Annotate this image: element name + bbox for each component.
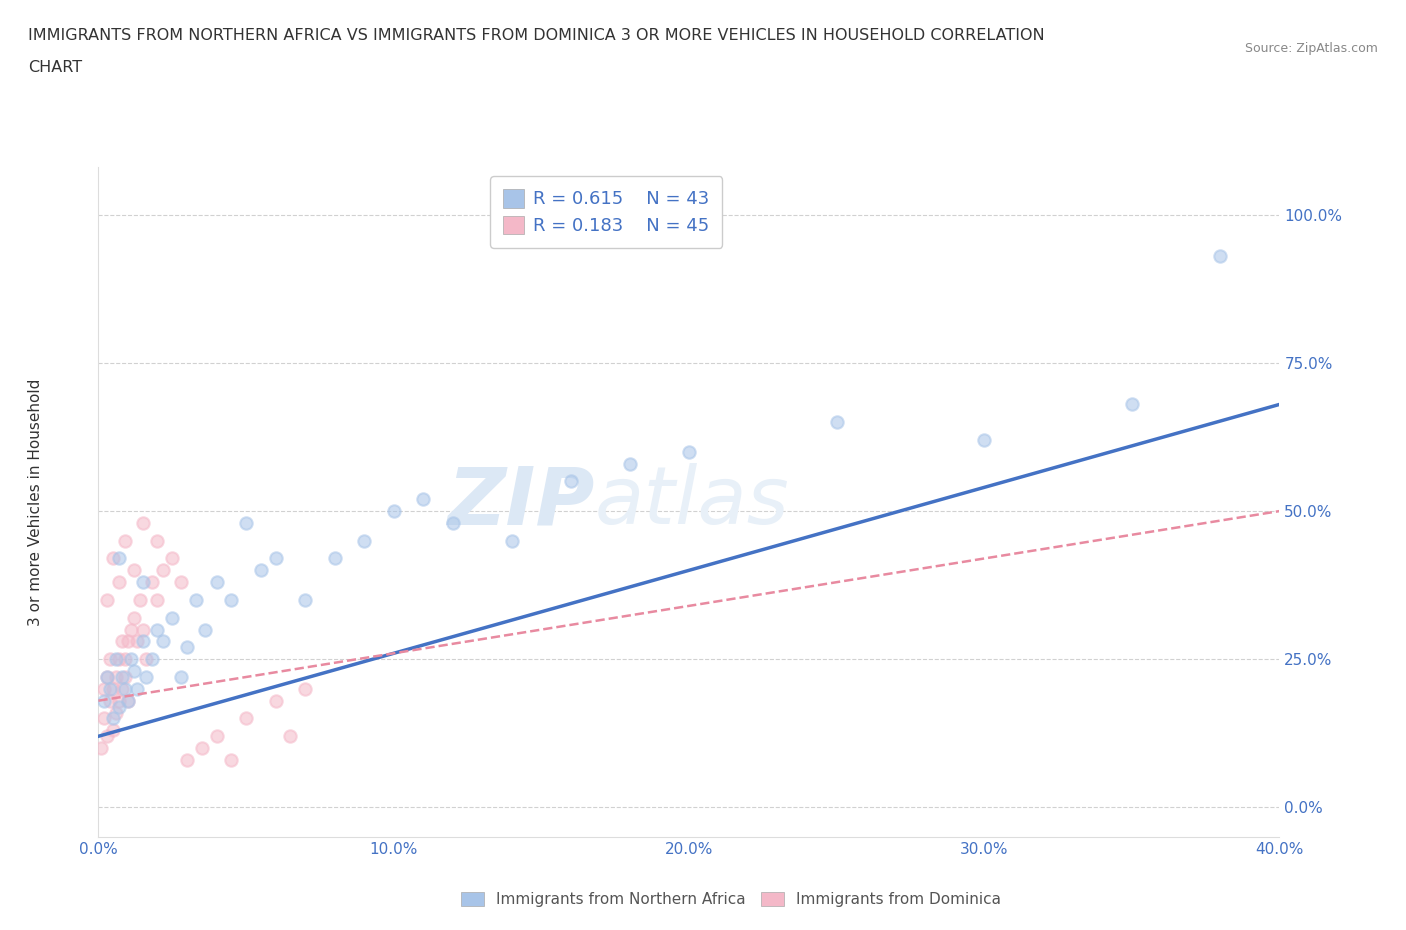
Text: Source: ZipAtlas.com: Source: ZipAtlas.com — [1244, 42, 1378, 55]
Point — [170, 670, 193, 684]
Point — [184, 592, 207, 607]
Point — [103, 711, 125, 726]
Point — [108, 652, 131, 667]
Point — [825, 415, 848, 430]
Point — [146, 533, 169, 548]
Point — [90, 740, 112, 755]
Point — [560, 474, 582, 489]
Point — [122, 563, 145, 578]
Point — [98, 693, 121, 708]
Point — [170, 575, 193, 590]
Point — [120, 622, 142, 637]
Point — [382, 504, 405, 519]
Point — [98, 652, 121, 667]
Point — [152, 634, 174, 649]
Point — [205, 575, 228, 590]
Point — [103, 723, 125, 737]
Point — [194, 622, 217, 637]
Point — [132, 515, 155, 530]
Point — [353, 533, 375, 548]
Text: 3 or more Vehicles in Household: 3 or more Vehicles in Household — [28, 379, 42, 626]
Point — [96, 592, 118, 607]
Point — [120, 652, 142, 667]
Point — [108, 575, 131, 590]
Point — [108, 699, 131, 714]
Point — [219, 752, 242, 767]
Point — [108, 693, 131, 708]
Point — [103, 682, 125, 697]
Point — [105, 670, 128, 684]
Point — [135, 670, 157, 684]
Point — [125, 634, 148, 649]
Point — [619, 457, 641, 472]
Point — [114, 652, 136, 667]
Point — [141, 575, 163, 590]
Point — [93, 711, 115, 726]
Point — [132, 575, 155, 590]
Point — [132, 622, 155, 637]
Point — [96, 670, 118, 684]
Point — [176, 752, 198, 767]
Text: ZIP: ZIP — [447, 463, 595, 541]
Point — [132, 634, 155, 649]
Point — [117, 693, 139, 708]
Text: IMMIGRANTS FROM NORTHERN AFRICA VS IMMIGRANTS FROM DOMINICA 3 OR MORE VEHICLES I: IMMIGRANTS FROM NORTHERN AFRICA VS IMMIG… — [28, 28, 1045, 43]
Point — [108, 551, 131, 566]
Point — [294, 592, 316, 607]
Point — [93, 682, 115, 697]
Point — [96, 670, 118, 684]
Point — [235, 711, 257, 726]
Legend: Immigrants from Northern Africa, Immigrants from Dominica: Immigrants from Northern Africa, Immigra… — [456, 885, 1007, 913]
Point — [117, 634, 139, 649]
Point — [264, 693, 287, 708]
Point — [250, 563, 273, 578]
Point — [93, 693, 115, 708]
Point — [162, 551, 183, 566]
Point — [114, 533, 136, 548]
Point — [146, 592, 169, 607]
Point — [678, 445, 700, 459]
Point — [152, 563, 174, 578]
Point — [146, 622, 169, 637]
Point — [141, 652, 163, 667]
Point — [135, 652, 157, 667]
Text: CHART: CHART — [28, 60, 82, 75]
Point — [125, 682, 148, 697]
Text: atlas: atlas — [595, 463, 789, 541]
Point — [264, 551, 287, 566]
Point — [105, 705, 128, 720]
Point — [103, 551, 125, 566]
Point — [114, 682, 136, 697]
Point — [111, 682, 134, 697]
Point — [294, 682, 316, 697]
Point — [191, 740, 214, 755]
Point — [205, 729, 228, 744]
Point — [111, 670, 134, 684]
Point — [105, 652, 128, 667]
Point — [111, 634, 134, 649]
Point — [117, 693, 139, 708]
Point — [114, 670, 136, 684]
Legend: R = 0.615    N = 43, R = 0.183    N = 45: R = 0.615 N = 43, R = 0.183 N = 45 — [491, 177, 723, 247]
Point — [1121, 397, 1143, 412]
Point — [501, 533, 523, 548]
Point — [441, 515, 464, 530]
Point — [176, 640, 198, 655]
Point — [219, 592, 242, 607]
Point — [122, 664, 145, 679]
Point — [122, 610, 145, 625]
Point — [235, 515, 257, 530]
Point — [412, 492, 434, 507]
Point — [323, 551, 346, 566]
Point — [162, 610, 183, 625]
Point — [96, 729, 118, 744]
Point — [128, 592, 150, 607]
Point — [973, 432, 995, 447]
Point — [1209, 249, 1232, 264]
Point — [98, 682, 121, 697]
Point — [278, 729, 302, 744]
